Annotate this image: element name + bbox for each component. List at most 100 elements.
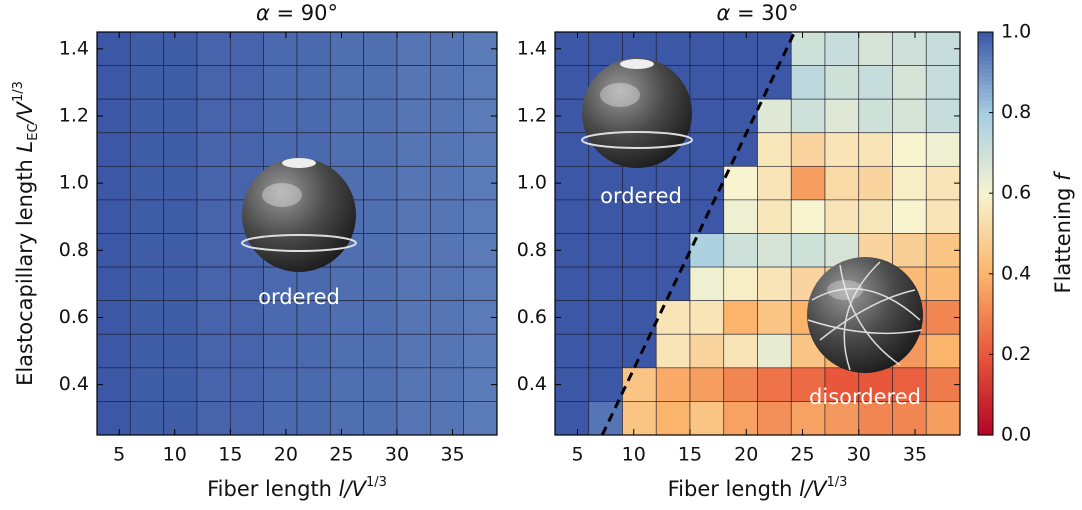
heatmap-cell (197, 133, 230, 167)
heatmap-cell (197, 368, 230, 402)
heatmap-cell (859, 166, 893, 200)
heatmap-cell (264, 368, 297, 402)
heatmap-cell (97, 267, 130, 301)
colorbar-step (978, 278, 993, 283)
heatmap-cell (656, 368, 690, 402)
heatmap-cell (164, 267, 197, 301)
heatmap-cell (364, 267, 397, 301)
heatmap-cell (230, 401, 263, 435)
heatmap-cell (297, 401, 330, 435)
colorbar-step (978, 161, 993, 166)
y-tick-label: 0.8 (517, 239, 547, 261)
colorbar-step (978, 399, 993, 404)
heatmap-cell (690, 166, 724, 200)
sphere-ordered (582, 58, 692, 168)
heatmap-cell (364, 200, 397, 234)
colorbar-step (978, 225, 993, 230)
y-axis-label-part: EC (26, 123, 41, 140)
heatmap-cell (464, 200, 497, 234)
x-axis-label-part: 1/3 (826, 475, 847, 490)
heatmap-cell (330, 99, 363, 133)
colorbar-step (978, 330, 993, 335)
x-axis-label-part: Fiber length (207, 477, 339, 501)
heatmap-cell (297, 32, 330, 66)
heatmap-cell (164, 334, 197, 368)
colorbar-step (978, 72, 993, 77)
heatmap-cell (825, 200, 859, 234)
heatmap-cell (589, 234, 623, 268)
heatmap-cell (758, 200, 792, 234)
colorbar-step (978, 246, 993, 251)
y-axis-label-part: Elastocapillary length (13, 152, 37, 385)
heatmap-cell (656, 401, 690, 435)
heatmap-cell (724, 301, 758, 335)
heatmap-cell (464, 267, 497, 301)
x-tick-label: 20 (274, 444, 298, 466)
colorbar-step (978, 371, 993, 376)
heatmap-cell (364, 334, 397, 368)
annotation: ordered (600, 184, 682, 208)
heatmap-cell (230, 66, 263, 100)
heatmap-cell (264, 99, 297, 133)
heatmap-cell (623, 334, 657, 368)
heatmap-cell (690, 66, 724, 100)
colorbar-step (978, 125, 993, 130)
heatmap-cell (825, 133, 859, 167)
heatmap-cell (623, 234, 657, 268)
colorbar-step (978, 145, 993, 150)
heatmap-cell (555, 401, 589, 435)
colorbar-step (978, 197, 993, 202)
heatmap-cell (589, 368, 623, 402)
heatmap-cell (430, 267, 463, 301)
colorbar-tick-label: 0.4 (1001, 262, 1031, 284)
heatmap-cell (397, 301, 430, 335)
x-axis-label: Fiber length l/V1/3 (668, 475, 848, 501)
heatmap-cell (758, 66, 792, 100)
colorbar-step (978, 302, 993, 307)
heatmap-cell (130, 32, 163, 66)
colorbar-step (978, 133, 993, 138)
y-tick-label: 1.2 (517, 104, 547, 126)
colorbar-step (978, 185, 993, 190)
heatmap-cell (330, 66, 363, 100)
y-tick-label: 1.2 (59, 104, 89, 126)
y-tick-label: 1.4 (517, 37, 547, 59)
x-tick-label: 20 (734, 444, 758, 466)
heatmap-cell (758, 234, 792, 268)
heatmap-cell (926, 334, 960, 368)
x-tick-label: 10 (163, 444, 187, 466)
colorbar-step (978, 274, 993, 279)
heatmap-cell (230, 99, 263, 133)
heatmap-cell (197, 401, 230, 435)
heatmap-cell (656, 301, 690, 335)
heatmap-cell (791, 200, 825, 234)
y-tick-label: 0.8 (59, 239, 89, 261)
heatmap-cell (297, 334, 330, 368)
heatmap-cell (724, 32, 758, 66)
heatmap-cell (464, 401, 497, 435)
colorbar-step (978, 375, 993, 380)
heatmap-cell (464, 133, 497, 167)
colorbar-step (978, 193, 993, 198)
heatmap-cell (97, 133, 130, 167)
panel-title-part: α (716, 1, 730, 25)
heatmap-cell (430, 301, 463, 335)
heatmap-cell (758, 99, 792, 133)
heatmap-cell (364, 401, 397, 435)
x-axis-label-part: Fiber length (668, 477, 800, 501)
heatmap-cell (791, 133, 825, 167)
colorbar-step (978, 48, 993, 53)
heatmap-cell (724, 66, 758, 100)
heatmap-cell (893, 32, 927, 66)
colorbar-step (978, 258, 993, 263)
heatmap-cell (397, 401, 430, 435)
heatmap-cell (164, 99, 197, 133)
heatmap-cell (97, 401, 130, 435)
colorbar-step (978, 358, 993, 363)
colorbar-step (978, 113, 993, 118)
colorbar-step (978, 266, 993, 271)
heatmap-cell (825, 166, 859, 200)
heatmap-cell (397, 66, 430, 100)
heatmap-cell (197, 66, 230, 100)
heatmap-cell (690, 334, 724, 368)
